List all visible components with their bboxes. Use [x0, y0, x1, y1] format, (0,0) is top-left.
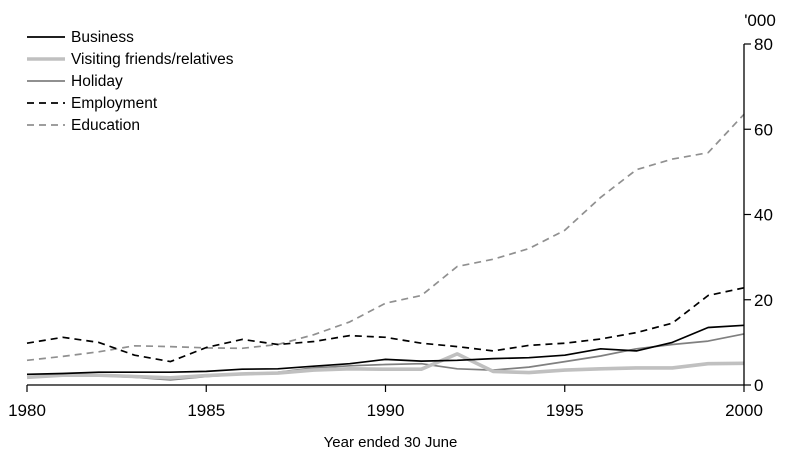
x-tick-label: 1995: [546, 401, 584, 420]
y-tick-label: 40: [754, 206, 773, 225]
x-tick-label: 1990: [367, 401, 405, 420]
series-line-education: [26, 113, 745, 362]
y-tick-label: 80: [754, 35, 773, 54]
y-tick-label: 0: [754, 376, 763, 395]
y-axis-unit-label: '000: [744, 11, 776, 30]
series-line-business: [26, 324, 745, 376]
x-ticks: 1980 1985 1990 1995 2000: [8, 385, 763, 420]
legend-label: Holiday: [71, 73, 123, 90]
legend-label: Education: [71, 117, 140, 134]
legend-label: Visiting friends/relatives: [71, 51, 234, 68]
legend-item-holiday: Holiday: [27, 73, 123, 90]
y-tick-label: 20: [754, 291, 773, 310]
x-tick-label: 2000: [725, 401, 763, 420]
legend: Business Visiting friends/relatives Holida…: [27, 29, 234, 134]
legend-label: Business: [71, 29, 134, 46]
y-tick-label: 60: [754, 120, 773, 139]
legend-item-visiting-friends-relatives: Visiting friends/relatives: [27, 51, 234, 68]
series-line-employment: [26, 286, 745, 363]
y-ticks: 0 20 40 60 80: [744, 35, 773, 395]
x-axis-title: Year ended 30 June: [324, 434, 458, 451]
legend-item-business: Business: [27, 29, 134, 46]
series-layer: [26, 113, 745, 381]
legend-label: Employment: [71, 95, 158, 112]
series-line-visiting-friends-relatives: [26, 352, 745, 380]
legend-item-employment: Employment: [27, 95, 158, 112]
legend-item-education: Education: [27, 117, 140, 134]
x-tick-label: 1980: [8, 401, 46, 420]
axes: 1980 1985 1990 1995 2000 0 20 40 60 80: [8, 35, 773, 420]
x-tick-label: 1985: [187, 401, 225, 420]
